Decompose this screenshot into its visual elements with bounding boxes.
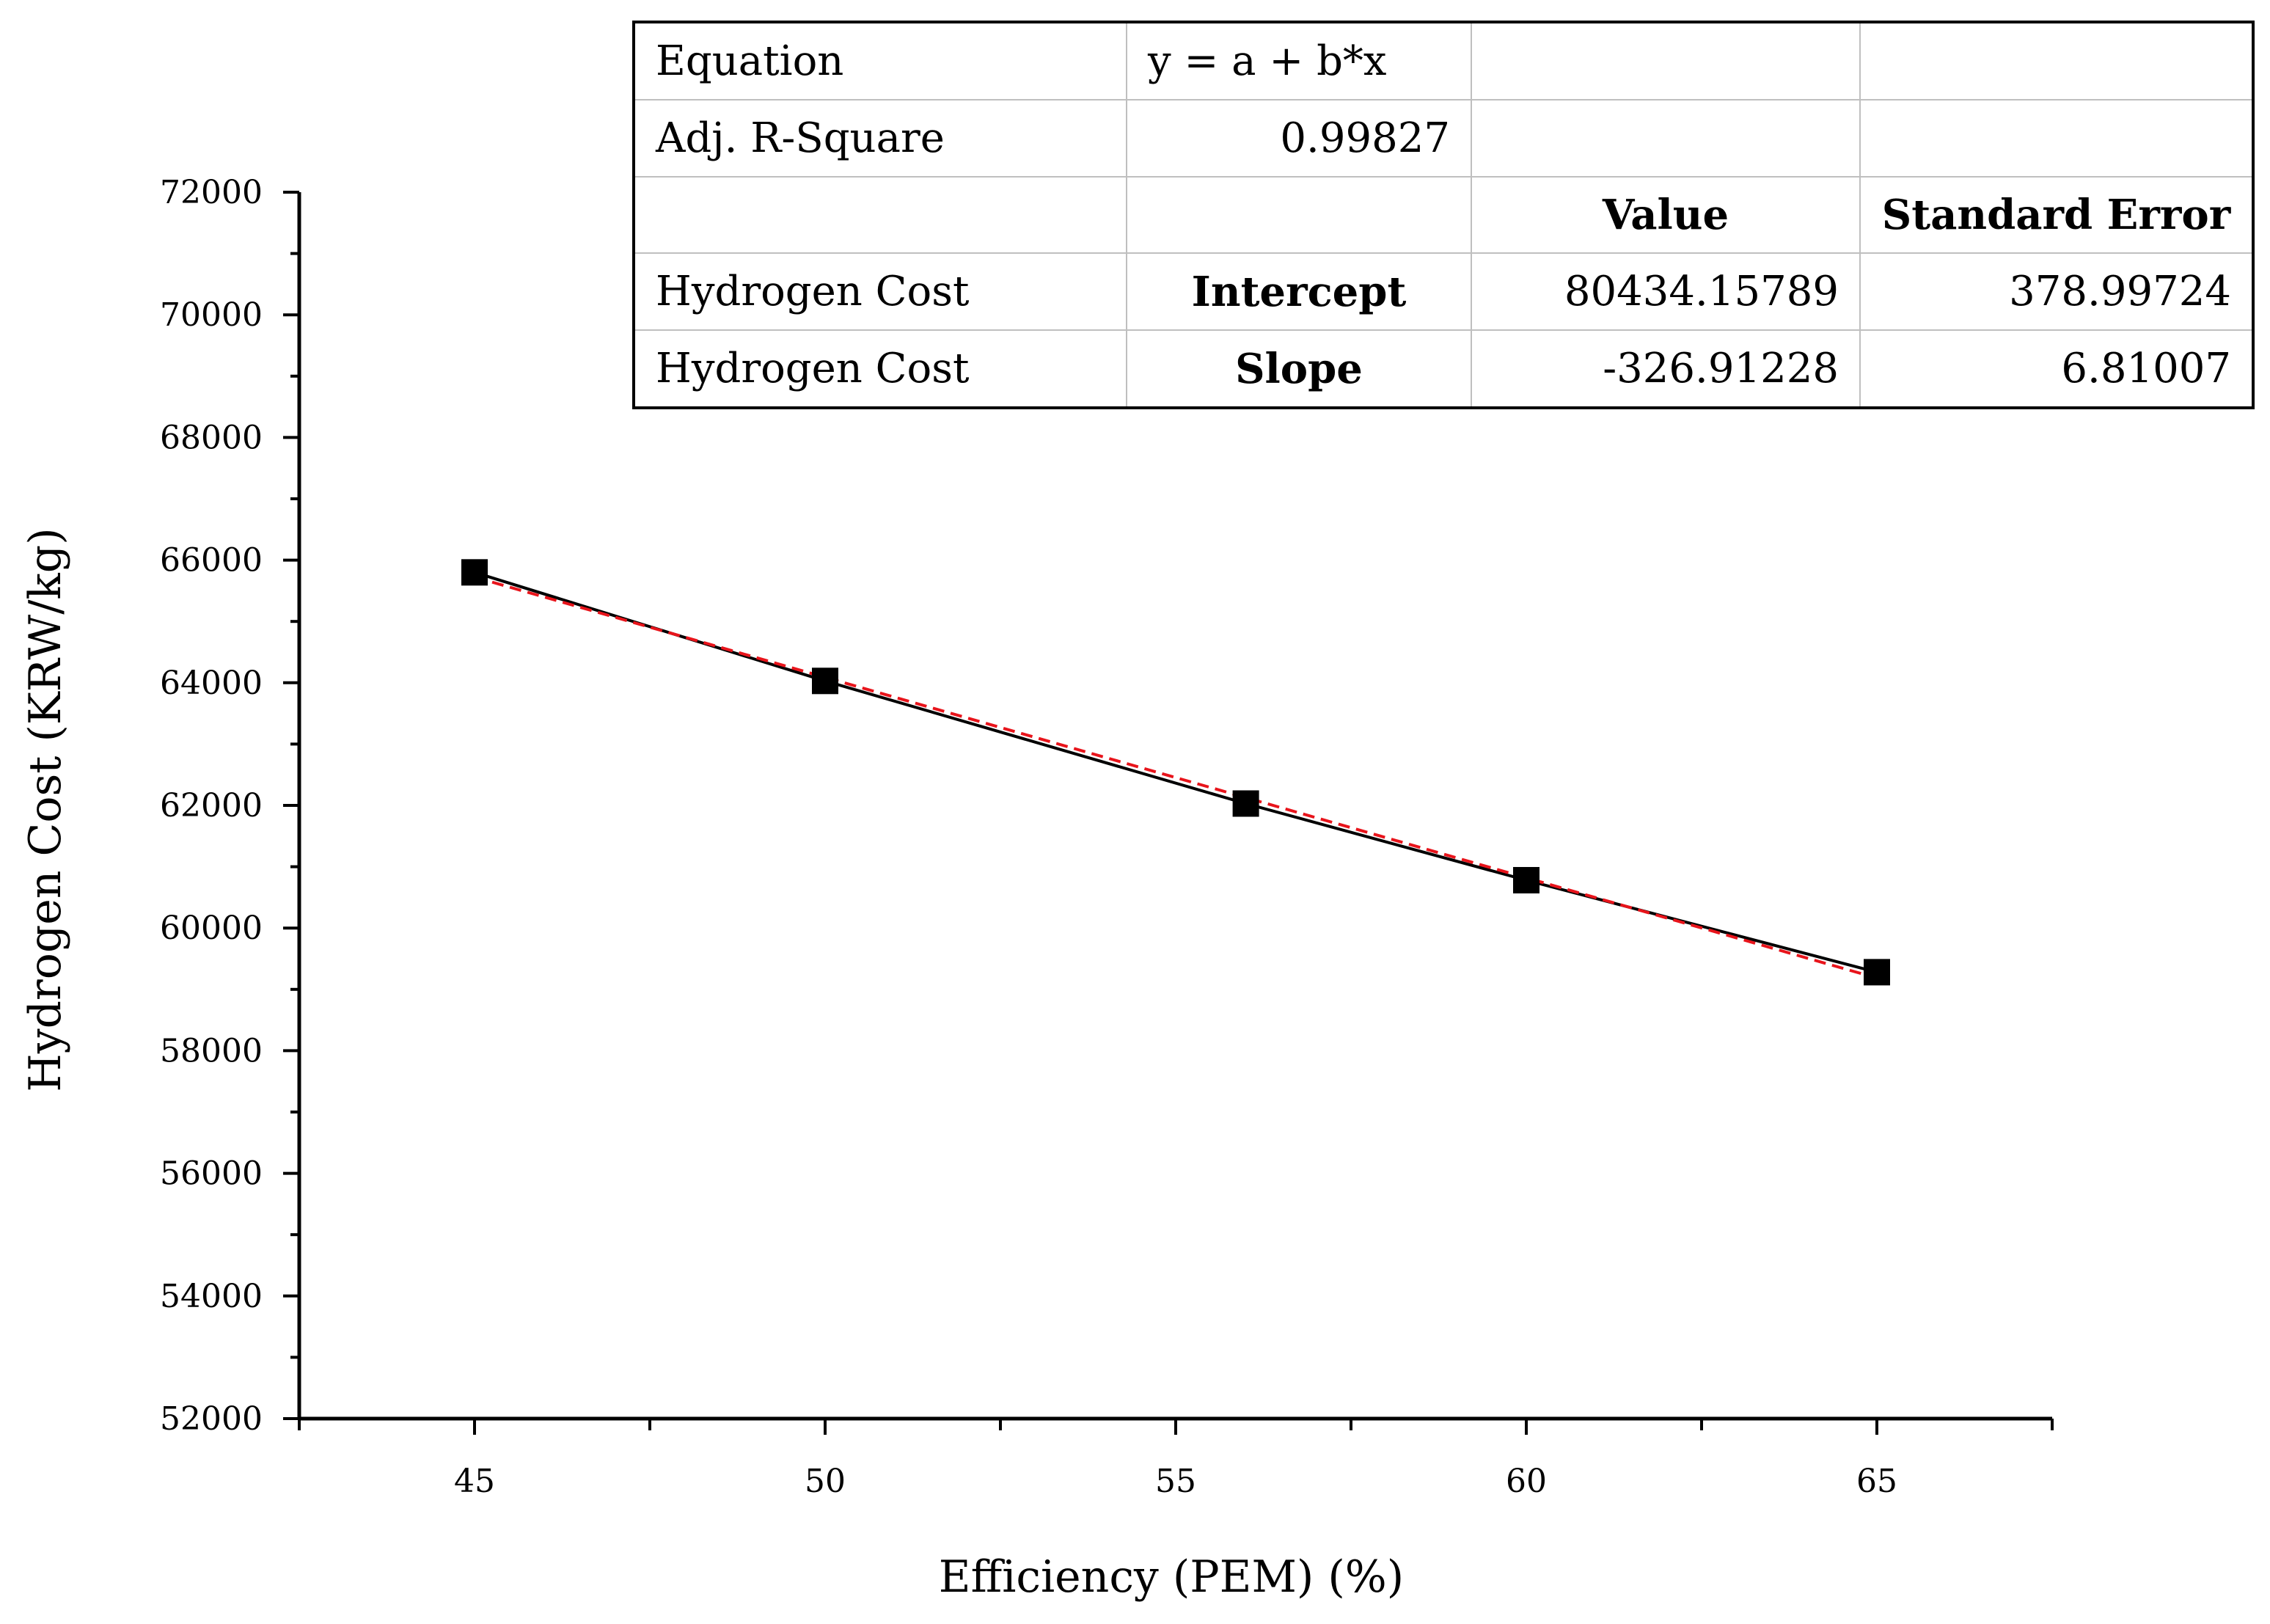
table-row-equation: Equation y = a + b*x — [633, 21, 2254, 100]
cell-slope-value: -326.91228 — [1471, 329, 1861, 409]
cell-equation-value: y = a + b*x — [1126, 21, 1472, 100]
x-axis: 45 50 55 60 65 — [298, 1416, 2054, 1500]
x-tick-label: 65 — [1856, 1463, 1897, 1500]
connecting-line — [474, 571, 1878, 974]
cell-empty — [1859, 98, 2254, 178]
cell-r-square-value: 0.99827 — [1126, 98, 1472, 178]
cell-series-name: Hydrogen Cost — [633, 252, 1127, 332]
table-row-slope: Hydrogen Cost Slope -326.91228 6.81007 — [633, 329, 2254, 409]
x-tick-label: 50 — [805, 1463, 846, 1500]
y-tick-label: 72000 — [160, 174, 263, 211]
series-lines — [474, 571, 1878, 980]
cell-intercept-value: 80434.15789 — [1471, 252, 1861, 332]
data-point-marker — [1232, 790, 1259, 817]
cell-empty — [1126, 175, 1472, 255]
table-row-r-square: Adj. R-Square 0.99827 — [633, 98, 2254, 178]
y-tick-label: 52000 — [160, 1400, 263, 1438]
y-tick-label: 70000 — [160, 296, 263, 334]
y-tick-label: 62000 — [160, 787, 263, 824]
cell-parameter-name: Slope — [1126, 329, 1472, 409]
cell-equation-label: Equation — [633, 21, 1127, 100]
cell-series-name: Hydrogen Cost — [633, 329, 1127, 409]
cell-intercept-stderr: 378.99724 — [1859, 252, 2254, 332]
y-axis: 52000 54000 56000 58000 60000 62000 64000 66000… — [160, 174, 301, 1438]
y-tick-label: 58000 — [160, 1032, 263, 1069]
data-point-marker — [1864, 959, 1890, 986]
data-point-marker — [461, 559, 488, 586]
y-tick-label: 54000 — [160, 1278, 263, 1315]
cell-empty — [1471, 98, 1861, 178]
table-row-header: Value Standard Error — [633, 175, 2254, 255]
table-row-intercept: Hydrogen Cost Intercept 80434.15789 378.… — [633, 252, 2254, 332]
cell-value-header: Value — [1471, 175, 1861, 255]
cell-parameter-name: Intercept — [1126, 252, 1472, 332]
y-tick-label: 64000 — [160, 665, 263, 702]
y-tick-label: 68000 — [160, 419, 263, 456]
cell-empty — [1859, 21, 2254, 100]
linear-fit-line — [474, 575, 1878, 980]
cell-stderr-header: Standard Error — [1859, 175, 2254, 255]
x-tick-label: 45 — [454, 1463, 495, 1500]
y-tick-label: 60000 — [160, 910, 263, 947]
data-point-marker — [1513, 866, 1539, 893]
x-tick-label: 55 — [1155, 1463, 1196, 1500]
fit-results-table: Equation y = a + b*x Adj. R-Square 0.998… — [632, 21, 2255, 409]
y-tick-label: 66000 — [160, 542, 263, 579]
y-axis-title: Hydrogen Cost (KRW/kg) — [20, 527, 71, 1091]
x-tick-label: 60 — [1506, 1463, 1547, 1500]
y-tick-label: 56000 — [160, 1155, 263, 1193]
data-point-marker — [812, 667, 838, 695]
x-axis-title: Efficiency (PEM) (%) — [939, 1551, 1404, 1603]
cell-r-square-label: Adj. R-Square — [633, 98, 1127, 178]
cell-empty — [633, 175, 1127, 255]
data-markers — [461, 559, 1890, 986]
cell-empty — [1471, 21, 1861, 100]
cell-slope-stderr: 6.81007 — [1859, 329, 2254, 409]
